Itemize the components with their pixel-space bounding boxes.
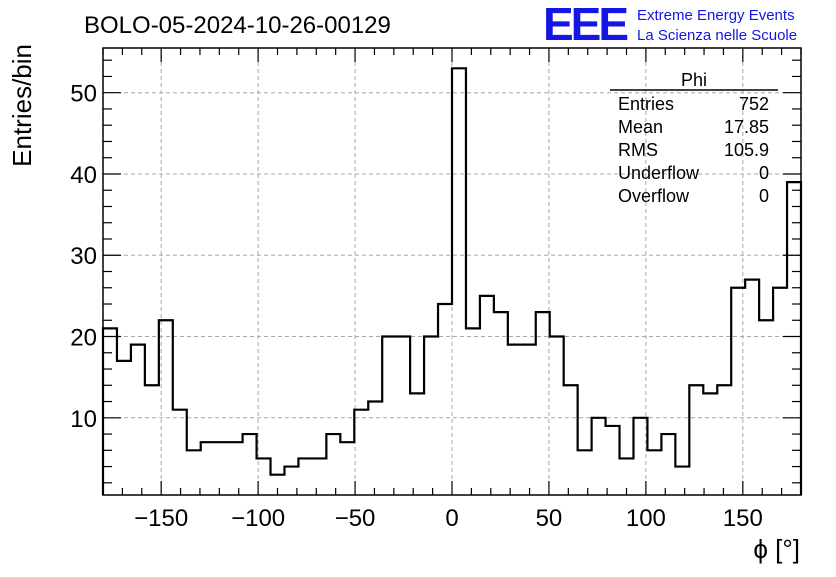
histogram-bin bbox=[745, 280, 759, 495]
histogram-bin bbox=[550, 337, 564, 495]
histogram-bin bbox=[159, 320, 173, 495]
histogram-bin bbox=[522, 345, 536, 495]
stats-value: 0 bbox=[759, 186, 769, 206]
histogram-bin bbox=[466, 328, 480, 495]
histogram-bin bbox=[675, 467, 689, 495]
histogram-bin bbox=[382, 337, 396, 495]
eee-logo-mark: EEE bbox=[543, 0, 627, 50]
histogram-bin bbox=[424, 337, 438, 495]
histogram-bin bbox=[117, 361, 131, 495]
histogram-bin bbox=[717, 385, 731, 495]
histogram-bin bbox=[354, 410, 368, 495]
axis-tick-labels: −150 −100 −50 0 50 100 150 10 20 30 40 50 bbox=[70, 81, 763, 532]
stats-value: 752 bbox=[739, 94, 769, 114]
histogram-bin bbox=[410, 393, 424, 495]
stats-value: 105.9 bbox=[724, 140, 769, 160]
stats-name: Phi bbox=[681, 70, 707, 90]
histogram-bin bbox=[564, 385, 578, 495]
x-tick-label: 150 bbox=[723, 505, 763, 532]
x-tick-label: −150 bbox=[134, 505, 188, 532]
histogram-bin bbox=[578, 450, 592, 495]
histogram-bin bbox=[689, 385, 703, 495]
histogram-bin bbox=[243, 434, 257, 495]
stats-value: 0 bbox=[759, 163, 769, 183]
histogram-bin bbox=[312, 458, 326, 495]
axis-ticks bbox=[102, 48, 802, 495]
eee-logo: EEE Extreme Energy Events La Scienza nel… bbox=[543, 0, 797, 50]
x-tick-label: −100 bbox=[231, 505, 285, 532]
stats-label: Underflow bbox=[618, 163, 700, 183]
stats-box: Phi Entries 752 Mean 17.85 RMS 105.9 Underflow… bbox=[610, 70, 778, 206]
histogram-bin bbox=[326, 434, 340, 495]
x-tick-label: 100 bbox=[626, 505, 666, 532]
histogram-bin bbox=[201, 442, 215, 495]
y-tick-label: 30 bbox=[70, 243, 97, 270]
histogram-bin bbox=[103, 328, 117, 495]
x-tick-label: −50 bbox=[335, 505, 376, 532]
histogram-bin bbox=[145, 385, 159, 495]
histogram-bin bbox=[494, 312, 508, 495]
y-tick-label: 10 bbox=[70, 406, 97, 433]
histogram-bin bbox=[438, 304, 452, 495]
histogram-bin bbox=[480, 296, 494, 495]
histogram-bin bbox=[215, 442, 229, 495]
histogram-bin bbox=[187, 450, 201, 495]
histogram-bin bbox=[229, 442, 243, 495]
histogram-bin bbox=[606, 426, 620, 495]
histogram-bin bbox=[703, 393, 717, 495]
y-tick-label: 50 bbox=[70, 81, 97, 108]
y-axis-label: Entries/bin bbox=[7, 44, 37, 167]
histogram-bin bbox=[173, 410, 187, 495]
stats-label: Mean bbox=[618, 117, 663, 137]
histogram-bin bbox=[773, 288, 787, 495]
histogram-bin bbox=[508, 345, 522, 495]
histogram-bin bbox=[787, 182, 801, 495]
x-tick-label: 50 bbox=[536, 505, 563, 532]
histogram-bin bbox=[661, 434, 675, 495]
histogram-bin bbox=[396, 337, 410, 495]
logo-line-2: La Scienza nelle Scuole bbox=[637, 27, 797, 44]
x-tick-label: 0 bbox=[445, 505, 458, 532]
histogram-bin bbox=[731, 288, 745, 495]
stats-rows: Entries 752 Mean 17.85 RMS 105.9 Underflow 0 Ove… bbox=[618, 94, 769, 206]
stats-label: RMS bbox=[618, 140, 658, 160]
stats-label: Overflow bbox=[618, 186, 690, 206]
histogram-bin bbox=[452, 68, 466, 495]
histogram-bin bbox=[592, 418, 606, 495]
histogram-bin bbox=[131, 345, 145, 495]
stats-label: Entries bbox=[618, 94, 674, 114]
stats-value: 17.85 bbox=[724, 117, 769, 137]
histogram-bin bbox=[759, 320, 773, 495]
histogram-outline bbox=[101, 67, 803, 495]
histogram-bin bbox=[298, 458, 312, 495]
y-tick-label: 20 bbox=[70, 325, 97, 352]
y-tick-label: 40 bbox=[70, 162, 97, 189]
logo-line-1: Extreme Energy Events bbox=[637, 7, 795, 24]
x-axis-label: ϕ [°] bbox=[753, 534, 800, 564]
chart-title: BOLO-05-2024-10-26-00129 bbox=[84, 12, 391, 39]
histogram-bin bbox=[340, 442, 354, 495]
histogram-bin bbox=[647, 450, 661, 495]
histogram-bin bbox=[536, 312, 550, 495]
histogram-bin bbox=[368, 402, 382, 495]
